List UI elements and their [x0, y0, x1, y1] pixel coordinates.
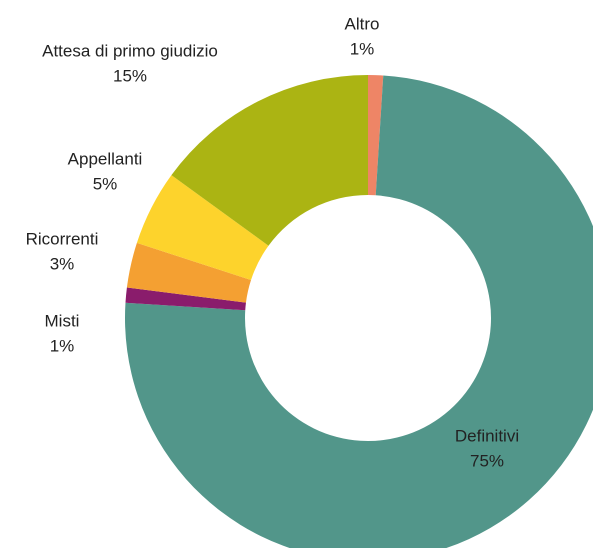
donut-slice [136, 175, 269, 280]
slice-label: Misti [45, 311, 80, 330]
slice-label: Appellanti [68, 149, 143, 168]
slice-value-label: 1% [350, 39, 375, 58]
slice-value-label: 15% [113, 66, 147, 85]
donut-slice [368, 75, 384, 196]
donut-slice [126, 242, 252, 303]
donut-slice [171, 75, 368, 246]
slice-value-label: 1% [50, 336, 75, 355]
slice-value-label: 75% [470, 451, 504, 470]
donut-slice [125, 287, 246, 311]
slice-value-label: 3% [50, 254, 75, 273]
donut-slice [125, 75, 593, 548]
slice-value-label: 5% [93, 174, 118, 193]
slice-label: Altro [345, 14, 380, 33]
slice-label: Definitivi [455, 426, 519, 445]
slice-label: Ricorrenti [26, 229, 99, 248]
slice-label: Attesa di primo giudizio [42, 41, 218, 60]
